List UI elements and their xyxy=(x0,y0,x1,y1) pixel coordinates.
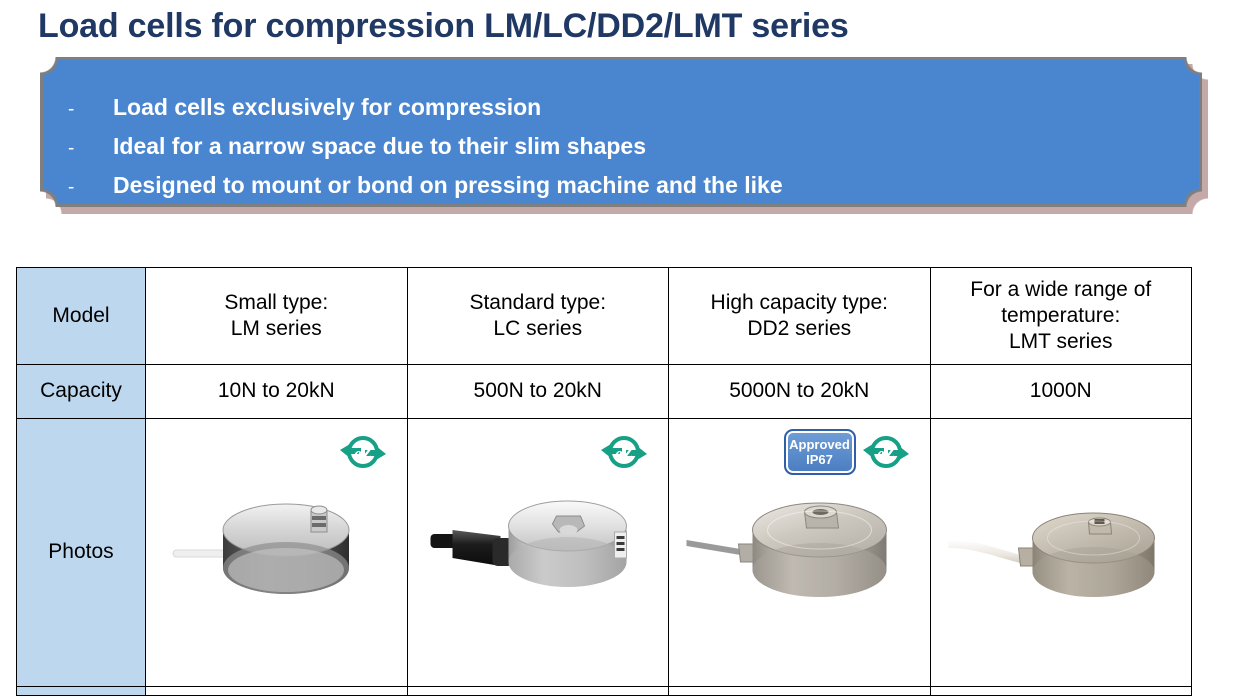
badge-strip-lm: eZ xyxy=(339,428,387,476)
ez-badge-icon: eZ xyxy=(601,435,647,468)
row-header-photos: Photos xyxy=(16,418,146,687)
table-row-capacity: Capacity 10N to 20kN 500N to 20kN 5000N … xyxy=(16,364,1192,419)
ip67-rating-label: IP67 xyxy=(806,451,833,467)
model-lm-line2: LM series xyxy=(230,317,322,340)
model-dd2-line2: DD2 series xyxy=(747,317,852,340)
svg-text:eZ: eZ xyxy=(354,444,372,463)
ip67-approved-label: Approved xyxy=(789,436,850,452)
ez-badge-icon: eZ xyxy=(862,435,909,468)
svg-text:eZ: eZ xyxy=(877,444,895,463)
banner-bullet-2: - Ideal for a narrow space due to their … xyxy=(68,128,1202,167)
ip67-badge: Approved IP67 xyxy=(783,428,856,475)
badge-strip-lc: eZ xyxy=(600,428,648,476)
banner-bullet-2-text: Ideal for a narrow space due to their sl… xyxy=(113,133,646,160)
cell-photo-dd2: Approved IP67 eZ xyxy=(668,418,931,687)
cell-capacity-lmt: 1000N xyxy=(929,364,1192,419)
photo-container-lm: eZ xyxy=(152,424,401,682)
cell-next-dd2 xyxy=(668,686,931,696)
model-dd2-line1: High capacity type: xyxy=(710,290,888,314)
load-cell-lc-photo xyxy=(430,500,627,587)
cell-capacity-lm: 10N to 20kN xyxy=(145,364,408,419)
banner-bullet-3-text: Designed to mount or bond on pressing ma… xyxy=(113,172,783,199)
ez-badge-icon: eZ xyxy=(339,435,386,468)
badge-strip-dd2: Approved IP67 eZ xyxy=(783,428,910,476)
model-lc-line2: LC series xyxy=(493,317,583,340)
bullet-dash-icon: - xyxy=(68,138,75,160)
cell-next-lm xyxy=(145,686,408,696)
cell-next-lc xyxy=(406,686,669,696)
model-lc-line1: Standard type: xyxy=(469,290,607,314)
load-cell-lmt-photo xyxy=(948,512,1155,597)
row-header-capacity: Capacity xyxy=(16,364,146,419)
table-row-photos: Photos eZ xyxy=(16,418,1192,687)
svg-text:eZ: eZ xyxy=(615,444,633,463)
cell-model-lmt: For a wide range of temperature: LMT ser… xyxy=(929,267,1192,365)
cell-photo-lmt xyxy=(929,418,1192,687)
cell-photo-lc: eZ xyxy=(406,418,669,687)
model-lmt-line1: For a wide range of xyxy=(970,277,1152,301)
cell-model-lc: Standard type: LC series xyxy=(406,267,669,365)
banner-bullet-1: - Load cells exclusively for compression xyxy=(68,89,1202,128)
banner-bullet-3: - Designed to mount or bond on pressing … xyxy=(68,167,1202,206)
specification-table: Model Small type: LM series Standard typ… xyxy=(16,267,1192,696)
bullet-dash-icon: - xyxy=(68,177,75,199)
page-title: Load cells for compression LM/LC/DD2/LMT… xyxy=(38,7,849,45)
cell-next-lmt xyxy=(929,686,1192,696)
cell-capacity-dd2: 5000N to 20kN xyxy=(668,364,931,419)
load-cell-lm-photo xyxy=(172,503,350,594)
banner-bullet-1-text: Load cells exclusively for compression xyxy=(113,94,542,121)
row-header-model: Model xyxy=(16,267,146,365)
cell-capacity-lc: 500N to 20kN xyxy=(406,364,669,419)
model-lm-line1: Small type: xyxy=(224,290,329,314)
model-lmt-line3: LMT series xyxy=(1009,330,1113,354)
cell-model-lm: Small type: LM series xyxy=(145,267,408,365)
row-header-next xyxy=(16,686,146,696)
photo-container-lmt xyxy=(937,424,1186,682)
banner-fill xyxy=(43,60,1199,205)
bullet-dash-icon: - xyxy=(68,99,75,121)
model-lmt-line2: temperature: xyxy=(1001,303,1121,327)
photo-container-dd2: Approved IP67 eZ xyxy=(675,424,924,682)
banner-bullet-list: - Load cells exclusively for compression… xyxy=(40,57,1202,207)
cell-photo-lm: eZ xyxy=(145,418,408,687)
feature-banner: - Load cells exclusively for compression… xyxy=(40,57,1208,215)
table-row-model: Model Small type: LM series Standard typ… xyxy=(16,267,1192,365)
photo-container-lc: eZ xyxy=(414,424,663,682)
load-cell-dd2-photo xyxy=(686,502,888,597)
cell-model-dd2: High capacity type: DD2 series xyxy=(668,267,931,365)
table-row-next-partial xyxy=(16,686,1192,696)
